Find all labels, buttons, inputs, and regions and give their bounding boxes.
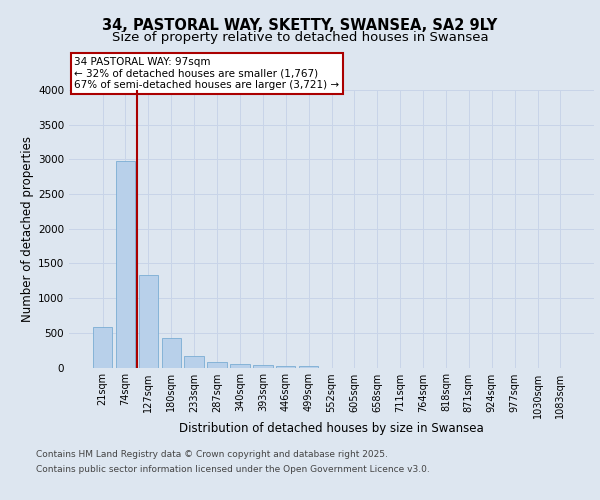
Bar — [299, 366, 319, 368]
Text: 34 PASTORAL WAY: 97sqm
← 32% of detached houses are smaller (1,767)
67% of semi-: 34 PASTORAL WAY: 97sqm ← 32% of detached… — [74, 57, 340, 90]
Bar — [93, 328, 112, 368]
Bar — [276, 366, 295, 368]
Bar — [208, 362, 227, 368]
Bar — [253, 366, 272, 368]
Text: 34, PASTORAL WAY, SKETTY, SWANSEA, SA2 9LY: 34, PASTORAL WAY, SKETTY, SWANSEA, SA2 9… — [103, 18, 497, 32]
Bar — [116, 162, 135, 368]
Text: Size of property relative to detached houses in Swansea: Size of property relative to detached ho… — [112, 31, 488, 44]
Bar — [161, 338, 181, 368]
Bar — [184, 356, 204, 368]
Y-axis label: Number of detached properties: Number of detached properties — [21, 136, 34, 322]
Text: Contains HM Land Registry data © Crown copyright and database right 2025.: Contains HM Land Registry data © Crown c… — [36, 450, 388, 459]
Bar — [139, 275, 158, 368]
Bar — [230, 364, 250, 368]
X-axis label: Distribution of detached houses by size in Swansea: Distribution of detached houses by size … — [179, 422, 484, 435]
Text: Contains public sector information licensed under the Open Government Licence v3: Contains public sector information licen… — [36, 465, 430, 474]
